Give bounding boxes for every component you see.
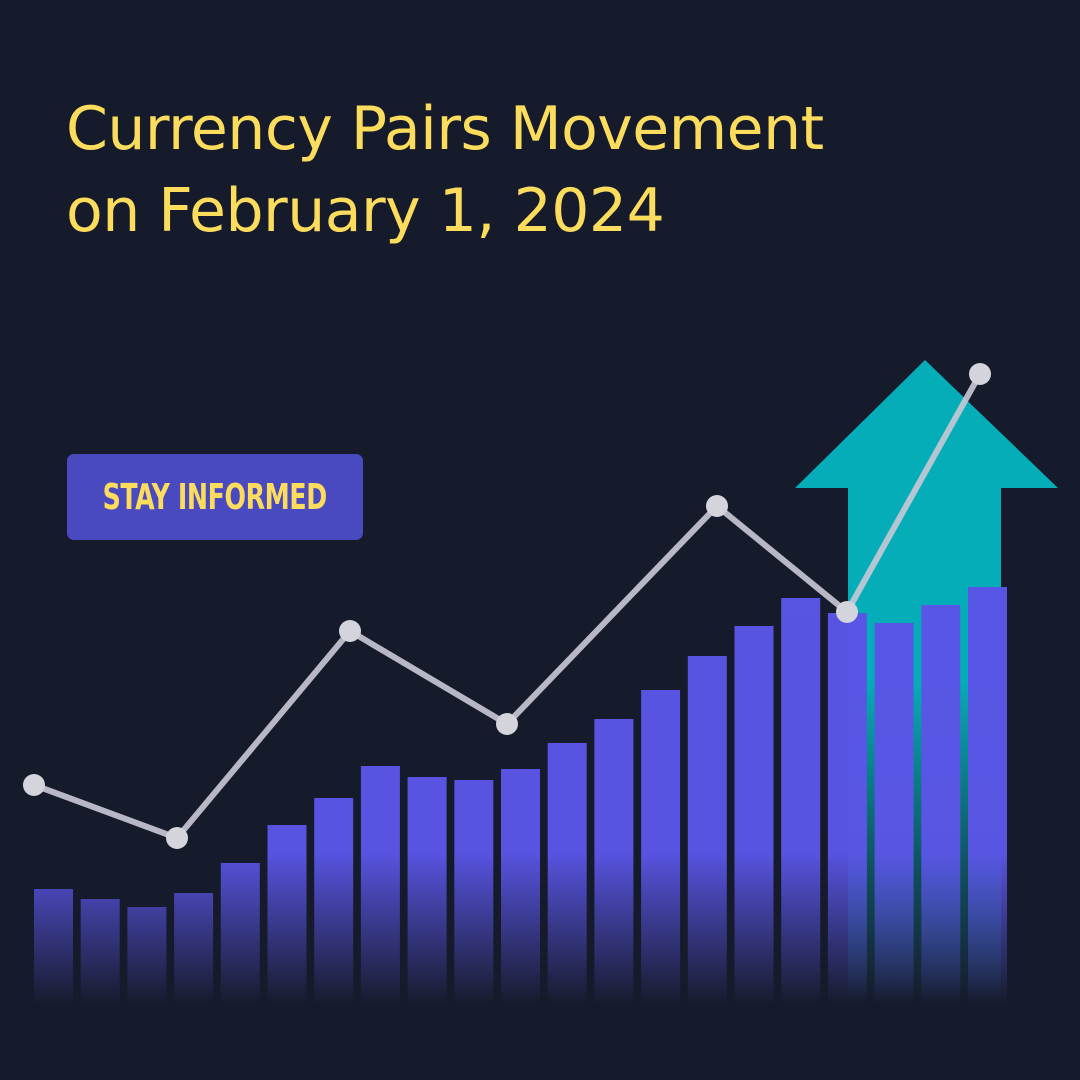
bar-11 (501, 769, 540, 1005)
stay-informed-button[interactable]: STAY INFORMED (67, 454, 363, 540)
bar-8 (360, 766, 400, 1005)
line-point-6 (836, 601, 858, 623)
bar-17 (781, 598, 821, 1005)
line-point-2 (166, 827, 188, 849)
line-series (23, 363, 991, 849)
bar-3 (127, 907, 167, 1005)
bar-20 (921, 605, 961, 1005)
bar-6 (267, 825, 307, 1005)
line-point-7 (969, 363, 991, 385)
bar-2 (80, 899, 120, 1005)
title-line-2: on February 1, 2024 (66, 176, 665, 246)
bar-4 (174, 893, 214, 1005)
bar-15 (687, 656, 727, 1005)
title-line-1: Currency Pairs Movement (66, 94, 824, 164)
bar-series (34, 587, 1007, 1005)
bar-10 (454, 780, 494, 1005)
page-title: Currency Pairs Movement on February 1, 2… (66, 88, 1026, 252)
bar-14 (641, 690, 681, 1005)
bar-1 (34, 889, 73, 1005)
bar-5 (220, 863, 260, 1005)
bar-13 (594, 719, 634, 1005)
bar-12 (547, 743, 587, 1005)
line-point-4 (496, 713, 518, 735)
bar-21 (968, 587, 1007, 1005)
bar-9 (407, 777, 447, 1005)
bar-16 (734, 626, 774, 1005)
line-point-5 (706, 495, 728, 517)
bar-7 (314, 798, 354, 1005)
bar-19 (874, 623, 914, 1005)
line-point-3 (339, 620, 361, 642)
line-point-1 (23, 774, 45, 796)
stay-informed-label: STAY INFORMED (102, 476, 328, 518)
bar-18 (827, 613, 867, 1005)
